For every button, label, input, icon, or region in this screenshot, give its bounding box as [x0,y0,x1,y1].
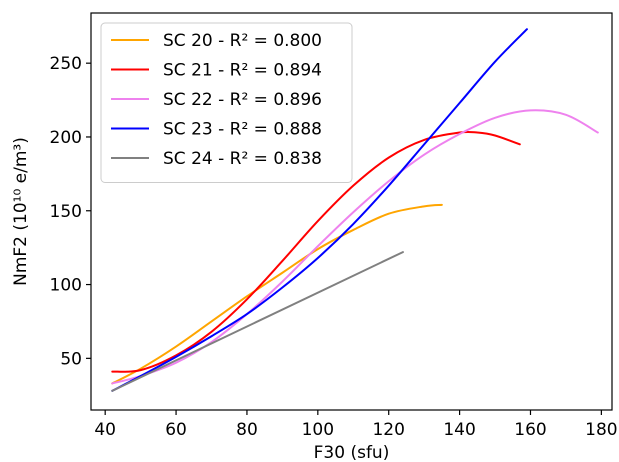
y-tick-label: 150 [50,202,82,222]
x-axis-label: F30 (sfu) [314,443,390,462]
legend: SC 20 - R² = 0.800 SC 21 - R² = 0.894 SC 2… [100,22,353,183]
series-line-1 [111,203,443,385]
series-line-4 [111,28,528,392]
plot-frame [90,12,613,411]
y-axis-label: NmF2 (10¹⁰ e/m³) [11,137,31,286]
y-tick-label: 50 [60,349,82,369]
x-tick-label: 100 [302,420,334,440]
x-tick-label: 120 [372,420,404,440]
legend-label-3: SC 22 - R² = 0.896 [163,90,322,110]
legend-label-2: SC 21 - R² = 0.894 [163,61,322,81]
series-layer [111,28,599,392]
x-tick-label: 140 [443,420,475,440]
legend-box [100,22,353,183]
series-line-2 [111,130,521,373]
x-tick-label: 60 [165,420,187,440]
legend-label-5: SC 24 - R² = 0.838 [163,149,322,169]
x-tick-label: 160 [514,420,546,440]
legend-label-1: SC 20 - R² = 0.800 [163,31,322,51]
y-tick-label: 250 [50,54,82,74]
y-tick-label: 100 [50,276,82,296]
y-tick-label: 200 [50,128,82,148]
ticks-layer: 40 60 80 100 120 140 160 180 50 100 150 200 250 [50,54,618,440]
plot-area [90,12,613,411]
series-line-3 [111,109,599,385]
x-tick-label: 180 [585,420,617,440]
x-tick-label: 40 [94,420,116,440]
series-line-5 [111,251,404,392]
x-tick-label: 80 [236,420,258,440]
legend-label-4: SC 23 - R² = 0.888 [163,120,322,140]
